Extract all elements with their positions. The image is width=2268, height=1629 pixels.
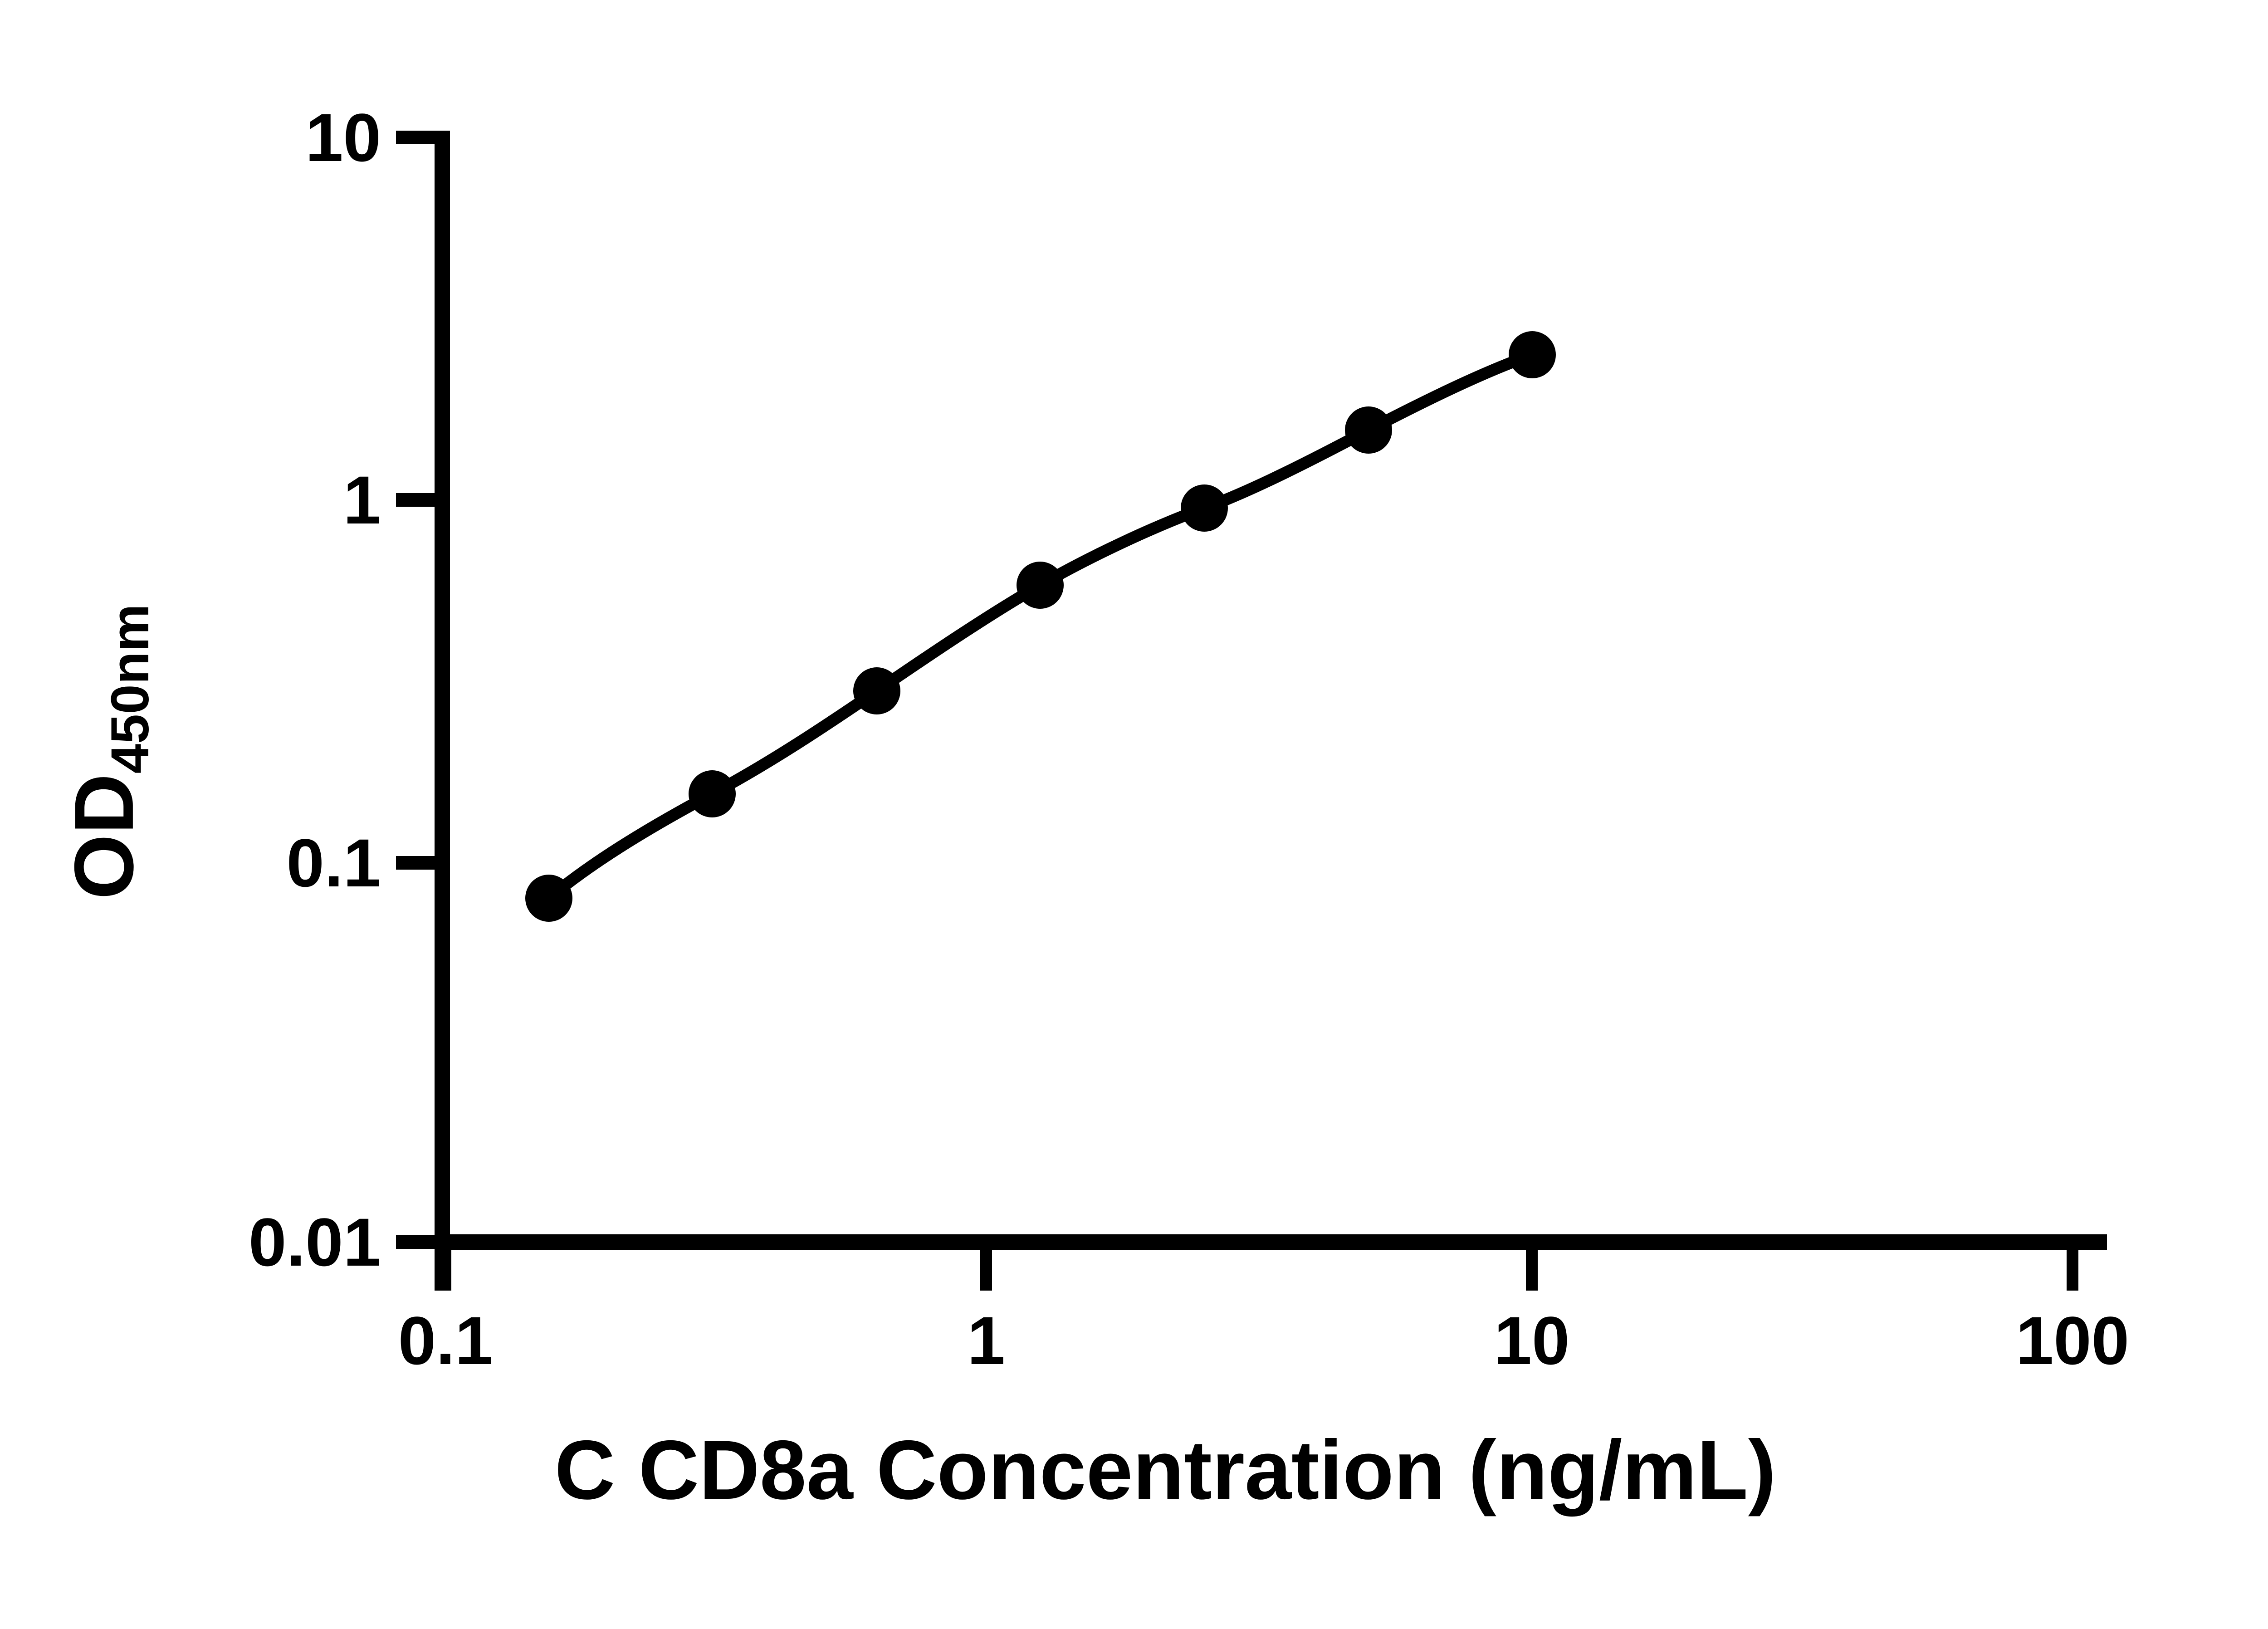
y-axis-ticks	[396, 131, 442, 1249]
y-axis-title-main: OD	[57, 773, 151, 900]
y-tick-label-1: 1	[343, 462, 381, 538]
x-tick-label-100: 100	[2015, 1302, 2130, 1379]
data-point	[1017, 562, 1064, 609]
data-point	[853, 667, 900, 714]
series-markers	[525, 331, 1556, 922]
y-axis-title: OD450nm	[57, 479, 160, 1024]
data-point	[689, 770, 736, 817]
data-point	[1181, 484, 1228, 532]
x-tick-label-0.1: 0.1	[398, 1302, 493, 1379]
data-point	[525, 875, 572, 922]
y-tick-label-10: 10	[305, 99, 381, 176]
x-axis-title: C CD8a Concentration (ng/mL)	[554, 1424, 1776, 1517]
x-tick-label-10: 10	[1494, 1302, 1570, 1379]
x-axis-ticks	[440, 1242, 2078, 1291]
y-tick-label-0.01: 0.01	[249, 1204, 381, 1280]
data-point	[1509, 331, 1556, 378]
y-tick-label-0.1: 0.1	[286, 825, 381, 901]
axis-lines	[435, 131, 2107, 1291]
x-tick-label-1: 1	[967, 1302, 1005, 1379]
data-point	[1345, 406, 1392, 454]
y-axis-title-subscript: 450nm	[100, 604, 160, 774]
